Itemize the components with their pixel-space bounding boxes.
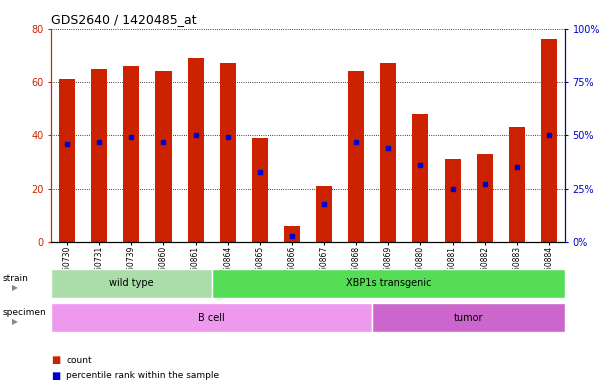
Bar [380, 63, 396, 242]
Text: ■: ■ [51, 371, 60, 381]
Bar [284, 226, 300, 242]
Bar [541, 40, 557, 242]
Bar [508, 127, 525, 242]
Bar [252, 138, 268, 242]
Bar [59, 79, 75, 242]
Bar [316, 186, 332, 242]
Text: wild type: wild type [109, 278, 154, 288]
Text: XBP1s transgenic: XBP1s transgenic [346, 278, 431, 288]
Bar [220, 63, 236, 242]
Text: strain: strain [3, 274, 29, 283]
Text: specimen: specimen [3, 308, 47, 317]
Bar [348, 71, 364, 242]
Bar [156, 71, 171, 242]
Bar [445, 159, 460, 242]
Text: tumor: tumor [454, 313, 483, 323]
Bar [412, 114, 429, 242]
Bar [477, 154, 493, 242]
Text: ▶: ▶ [12, 317, 18, 326]
Text: B cell: B cell [198, 313, 225, 323]
Text: GDS2640 / 1420485_at: GDS2640 / 1420485_at [51, 13, 197, 26]
Text: percentile rank within the sample: percentile rank within the sample [66, 371, 219, 380]
Bar [188, 58, 204, 242]
Bar [91, 69, 108, 242]
Text: ▶: ▶ [12, 283, 18, 291]
Bar [123, 66, 139, 242]
Text: count: count [66, 356, 92, 365]
Text: ■: ■ [51, 355, 60, 365]
